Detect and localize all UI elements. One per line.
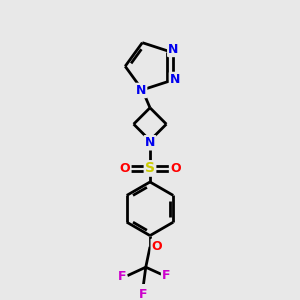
Text: N: N (145, 136, 155, 149)
Text: F: F (118, 270, 126, 283)
Text: N: N (168, 43, 179, 56)
Text: N: N (136, 84, 146, 97)
Text: N: N (170, 73, 180, 86)
Text: O: O (152, 240, 162, 253)
Text: F: F (139, 287, 147, 300)
Text: O: O (119, 162, 130, 175)
Text: S: S (145, 161, 155, 176)
Text: F: F (162, 268, 171, 282)
Text: O: O (170, 162, 181, 175)
